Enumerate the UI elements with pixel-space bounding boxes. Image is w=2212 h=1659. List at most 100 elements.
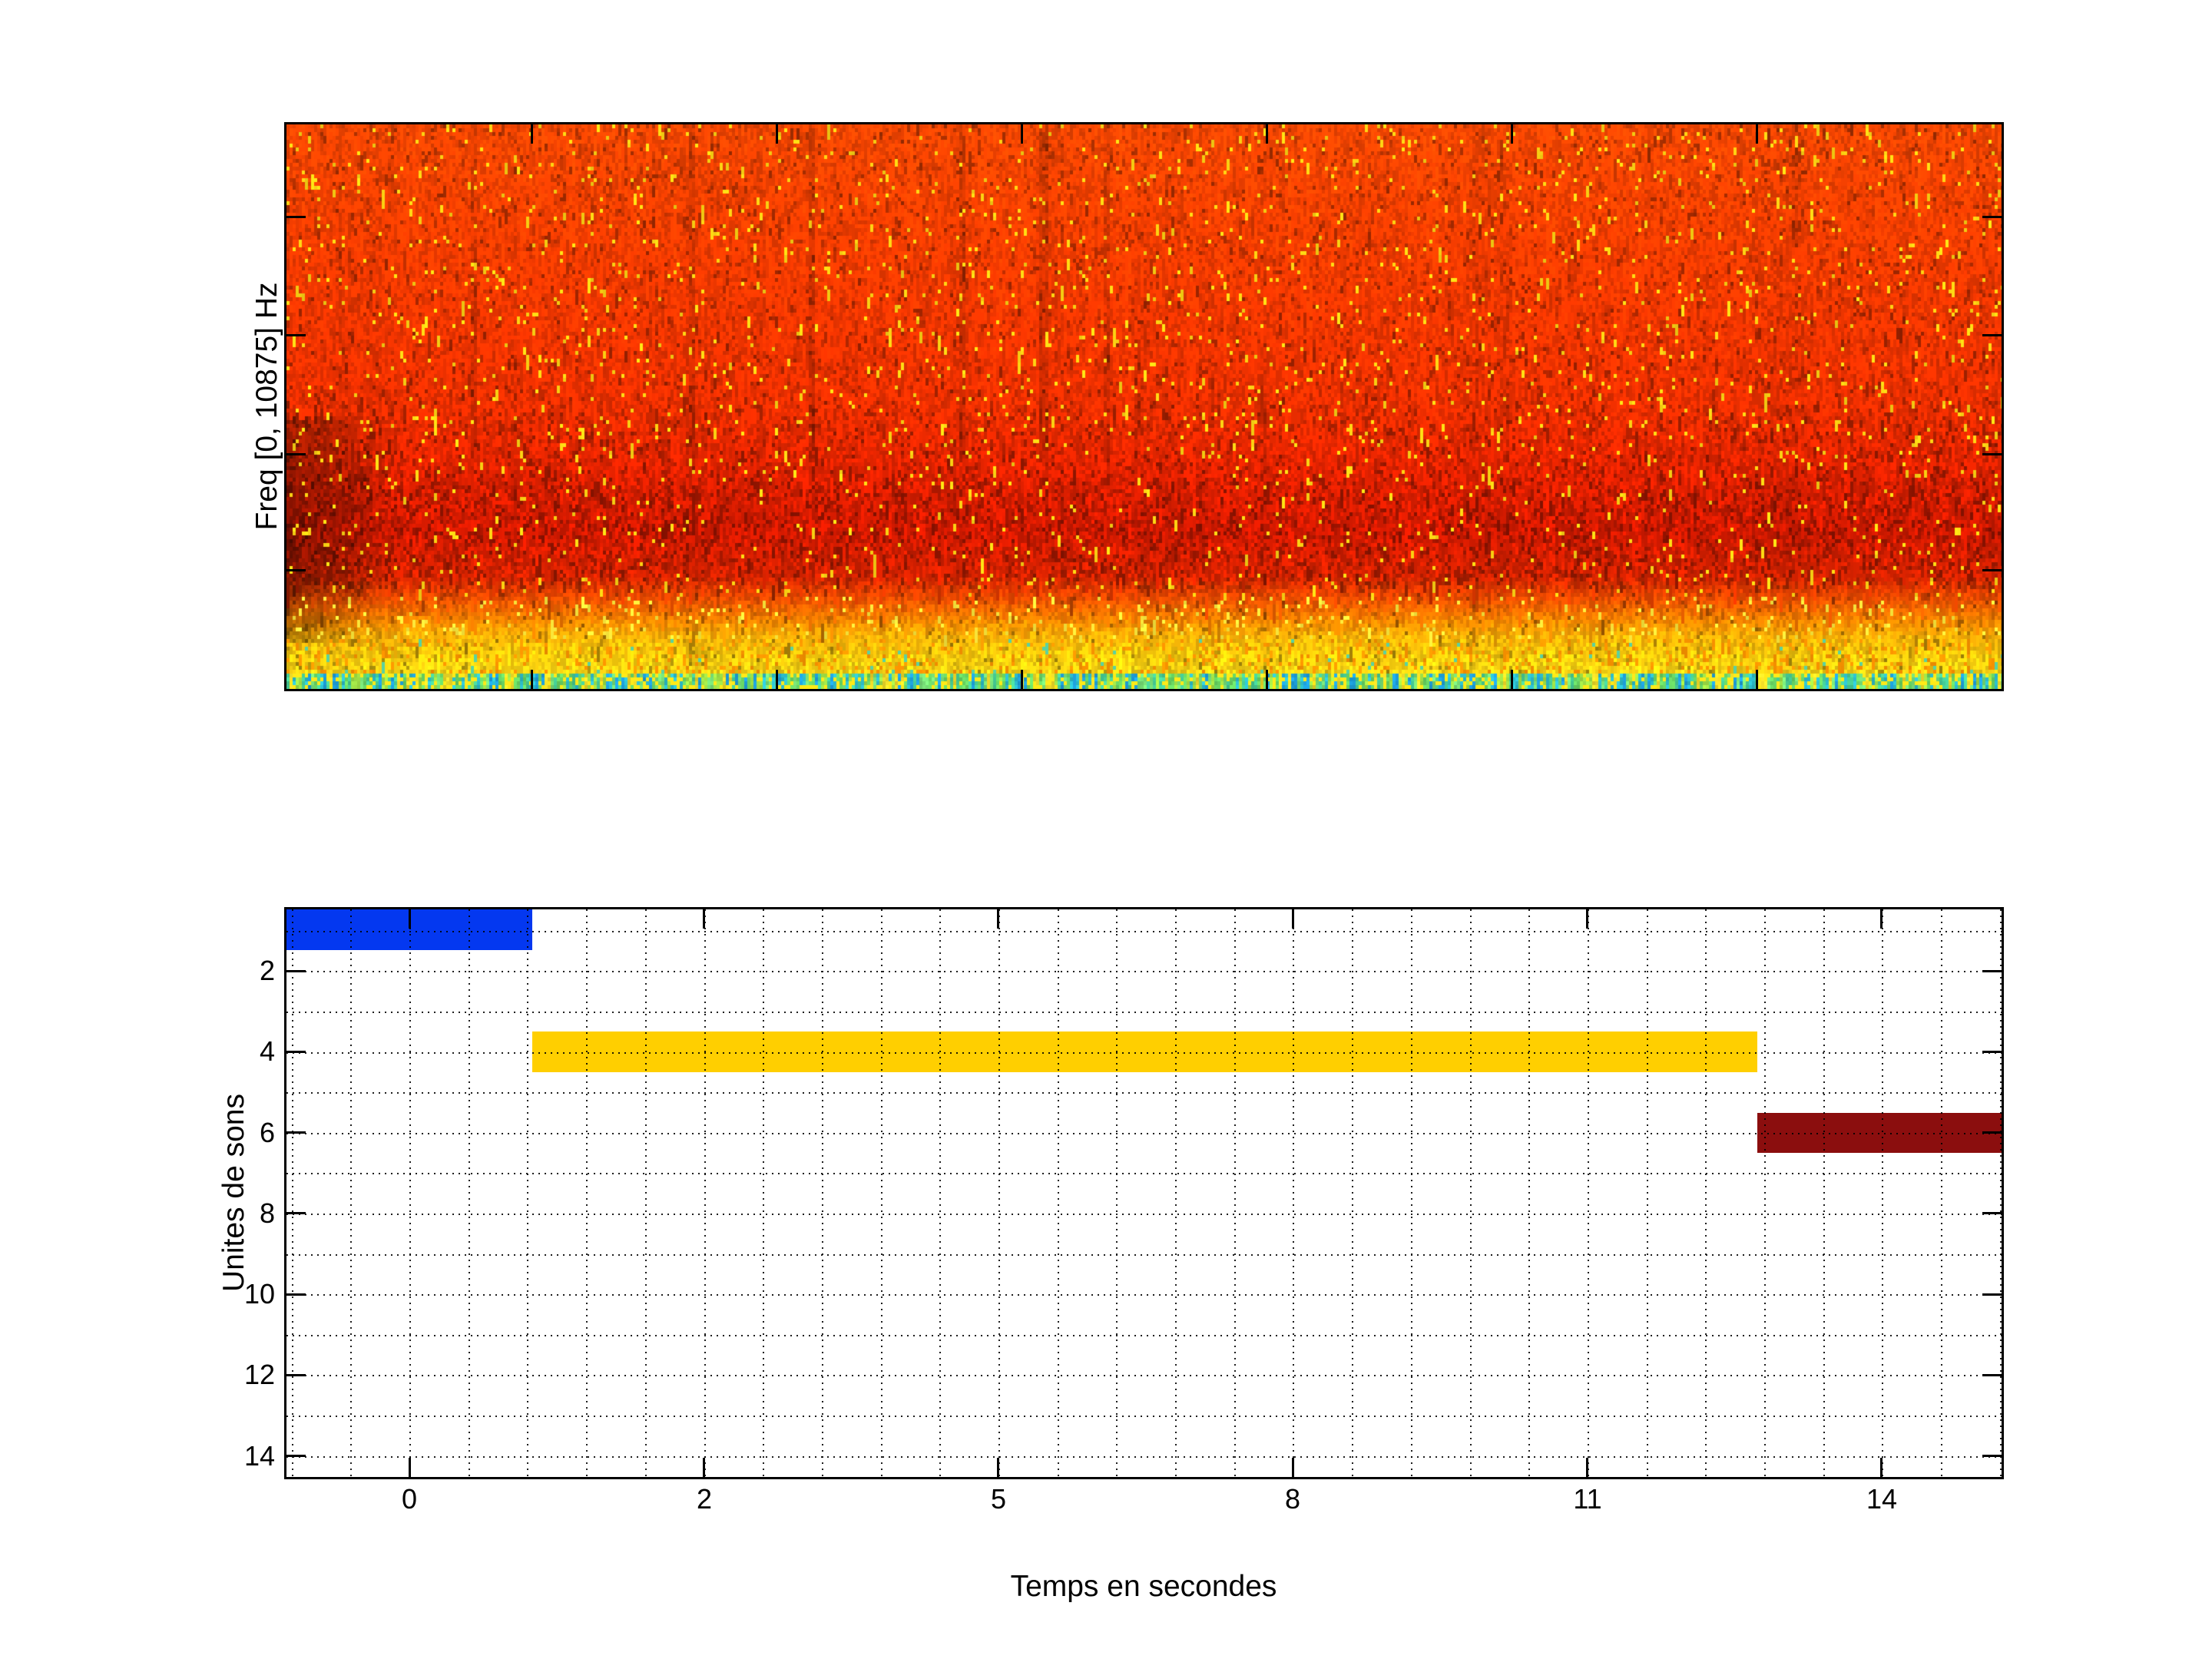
vertical-gridline xyxy=(1705,909,1707,1477)
y-tick-label: 4 xyxy=(259,1035,275,1067)
axis-tick xyxy=(286,216,306,218)
y-tick-label: 8 xyxy=(259,1197,275,1229)
vertical-gridline xyxy=(645,909,647,1477)
horizontal-gridline xyxy=(286,1254,2002,1256)
gantt-xlabel: Temps en secondes xyxy=(1010,1570,1277,1603)
vertical-gridline xyxy=(704,909,706,1477)
axis-tick xyxy=(286,1212,306,1214)
axis-tick xyxy=(1880,909,1883,929)
vertical-gridline xyxy=(1293,909,1294,1477)
axis-tick xyxy=(1982,453,2002,455)
vertical-gridline xyxy=(1823,909,1825,1477)
vertical-gridline xyxy=(1175,909,1177,1477)
axis-tick xyxy=(286,334,306,336)
vertical-gridline xyxy=(1941,909,1942,1477)
axis-tick xyxy=(703,1458,705,1477)
axis-tick xyxy=(1982,1455,2002,1457)
horizontal-gridline xyxy=(286,1052,2002,1054)
vertical-gridline xyxy=(1411,909,1412,1477)
axis-tick xyxy=(1982,1131,2002,1134)
vertical-gridline xyxy=(1470,909,1472,1477)
axis-tick xyxy=(776,670,778,689)
axis-tick xyxy=(997,1458,999,1477)
vertical-gridline xyxy=(939,909,941,1477)
axis-tick xyxy=(1292,909,1294,929)
vertical-gridline xyxy=(292,909,293,1477)
horizontal-gridline xyxy=(286,971,2002,972)
axis-tick xyxy=(776,124,778,144)
axis-tick xyxy=(286,1455,306,1457)
axis-tick xyxy=(531,124,533,144)
axis-tick xyxy=(1021,670,1023,689)
axis-tick xyxy=(286,970,306,972)
y-tick-label: 14 xyxy=(243,1440,275,1472)
axis-tick xyxy=(409,1458,411,1477)
y-tick-label: 6 xyxy=(259,1117,275,1148)
vertical-gridline xyxy=(1882,909,1883,1477)
y-tick-label: 10 xyxy=(243,1278,275,1310)
axis-tick xyxy=(1756,670,1758,689)
horizontal-gridline xyxy=(286,1012,2002,1013)
vertical-gridline xyxy=(1647,909,1648,1477)
axis-tick xyxy=(1982,1374,2002,1376)
axis-tick xyxy=(1982,1293,2002,1296)
vertical-gridline xyxy=(409,909,411,1477)
horizontal-gridline xyxy=(286,1416,2002,1417)
x-tick-label: 5 xyxy=(990,1483,1007,1515)
horizontal-gridline xyxy=(286,1456,2002,1458)
axis-tick xyxy=(1982,216,2002,218)
axis-tick xyxy=(286,1293,306,1296)
axis-tick xyxy=(1292,1458,1294,1477)
horizontal-gridline xyxy=(286,1173,2002,1174)
spectrogram-ylabel: Freq [0, 10875] Hz xyxy=(250,282,283,531)
segmentation-plot xyxy=(284,907,2004,1479)
vertical-gridline xyxy=(1588,909,1589,1477)
vertical-gridline xyxy=(586,909,588,1477)
vertical-gridline xyxy=(1058,909,1059,1477)
axis-tick xyxy=(1266,670,1268,689)
axis-tick xyxy=(286,569,306,571)
horizontal-gridline xyxy=(286,1375,2002,1376)
gantt-ylabel: Unites de sons xyxy=(217,1094,250,1292)
axis-tick xyxy=(409,909,411,929)
axis-tick xyxy=(1021,124,1023,144)
horizontal-gridline xyxy=(286,1214,2002,1215)
vertical-gridline xyxy=(1116,909,1118,1477)
axis-tick xyxy=(1880,1458,1883,1477)
vertical-gridline xyxy=(822,909,823,1477)
axis-tick xyxy=(1586,909,1588,929)
vertical-gridline xyxy=(1234,909,1236,1477)
y-tick-label: 2 xyxy=(259,955,275,986)
x-tick-label: 14 xyxy=(1866,1483,1898,1515)
vertical-gridline xyxy=(1764,909,1766,1477)
axis-tick xyxy=(997,909,999,929)
vertical-gridline xyxy=(1352,909,1353,1477)
axis-tick xyxy=(531,670,533,689)
axis-tick xyxy=(1982,970,2002,972)
horizontal-gridline xyxy=(286,1294,2002,1296)
gantt-bar-unit-4 xyxy=(532,1031,1757,1072)
vertical-gridline xyxy=(2000,909,2002,1477)
axis-tick xyxy=(286,1051,306,1053)
axis-tick xyxy=(1511,124,1513,144)
axis-tick xyxy=(1266,124,1268,144)
x-tick-label: 11 xyxy=(1573,1483,1602,1515)
axis-tick xyxy=(1982,1212,2002,1214)
vertical-gridline xyxy=(998,909,1000,1477)
vertical-gridline xyxy=(763,909,764,1477)
axis-tick xyxy=(1982,334,2002,336)
spectrogram-image xyxy=(286,124,2002,689)
axis-tick xyxy=(1511,670,1513,689)
x-tick-label: 8 xyxy=(1284,1483,1301,1515)
axis-tick xyxy=(1586,1458,1588,1477)
horizontal-gridline xyxy=(286,1335,2002,1336)
axis-tick xyxy=(1982,569,2002,571)
axis-tick xyxy=(1756,124,1758,144)
horizontal-gridline xyxy=(286,1133,2002,1134)
axis-tick xyxy=(1982,1051,2002,1053)
axis-tick xyxy=(286,453,306,455)
axis-tick xyxy=(703,909,705,929)
vertical-gridline xyxy=(881,909,882,1477)
horizontal-gridline xyxy=(286,1092,2002,1094)
